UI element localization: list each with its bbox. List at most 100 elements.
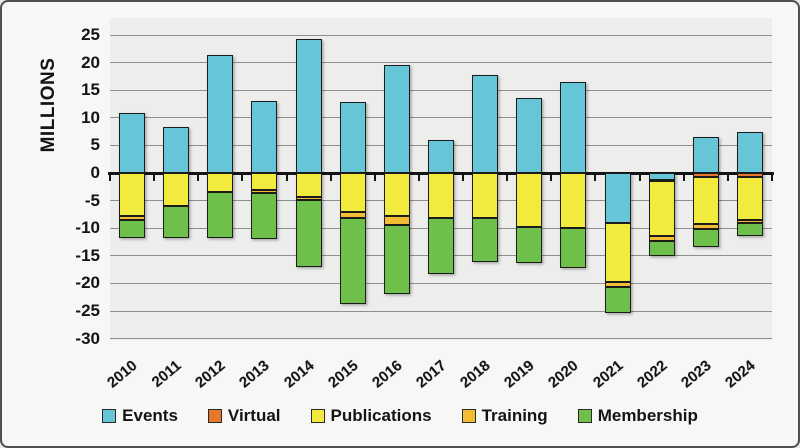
- bar-segment-publications-2019: [516, 173, 543, 228]
- bar-segment-publications-2017: [428, 173, 454, 218]
- bar-segment-membership-2022: [648, 240, 675, 257]
- legend-label-membership: Membership: [597, 406, 698, 425]
- x-tick-label-2014: 2014: [280, 356, 318, 392]
- bar-segment-training-2010: [119, 216, 146, 221]
- x-axis-tick: [329, 174, 332, 181]
- bar-segment-membership-2018: [472, 217, 499, 262]
- bar-segment-events-2012: [207, 55, 234, 173]
- x-tick-label-2018: 2018: [457, 356, 494, 392]
- y-tick-label: 20: [81, 52, 100, 72]
- x-axis-tick: [771, 174, 773, 181]
- x-tick-label-2011: 2011: [148, 356, 185, 391]
- y-tick-label: -10: [75, 218, 100, 238]
- bar-segment-events-2019: [516, 97, 543, 173]
- legend-item-membership: Membership: [577, 406, 698, 426]
- bar-segment-publications-2015: [339, 173, 366, 212]
- x-axis-tick: [682, 174, 685, 181]
- x-tick-label-2023: 2023: [677, 356, 715, 392]
- bar-segment-publications-2010: [119, 173, 146, 217]
- legend-label-publications: Publications: [330, 406, 432, 425]
- x-axis-tick: [285, 174, 288, 181]
- bar-segment-events-2021: [604, 173, 631, 223]
- bar-segment-publications-2016: [383, 173, 410, 217]
- virtual-swatch-icon: [207, 409, 222, 423]
- bar-segment-events-2011: [163, 127, 190, 173]
- x-axis-tick: [417, 174, 420, 181]
- x-axis-tick: [373, 174, 376, 181]
- bar-segment-publications-2020: [560, 173, 587, 229]
- y-tick-label: 10: [81, 107, 100, 127]
- bar-segment-events-2013: [251, 101, 278, 173]
- x-tick-label-2021: 2021: [589, 356, 626, 392]
- membership-swatch-icon: [577, 409, 592, 423]
- legend-item-virtual: Virtual: [207, 406, 281, 426]
- bar-segment-events-2018: [472, 75, 499, 173]
- bar-segment-publications-2013: [251, 173, 278, 191]
- bar-segment-membership-2021: [604, 286, 631, 314]
- bar-segment-membership-2010: [119, 220, 146, 238]
- bar-segment-publications-2014: [295, 173, 322, 197]
- bar-segment-events-2016: [383, 65, 410, 173]
- legend-item-events: Events: [102, 406, 178, 426]
- gridline-y-15: [110, 89, 772, 91]
- bar-segment-membership-2016: [383, 225, 410, 295]
- y-tick-label: 5: [90, 135, 100, 155]
- x-tick-label-2024: 2024: [721, 356, 759, 392]
- bar-segment-membership-2011: [163, 205, 190, 238]
- legend-label-virtual: Virtual: [227, 406, 281, 425]
- x-tick-label-2012: 2012: [192, 356, 229, 392]
- x-tick-label-2020: 2020: [545, 356, 582, 392]
- bar-segment-virtual-2023: [692, 173, 719, 177]
- y-tick-label: -30: [75, 328, 100, 348]
- legend-label-training: Training: [481, 406, 548, 425]
- bar-segment-publications-2018: [472, 173, 499, 218]
- bar-segment-events-2024: [736, 132, 763, 173]
- x-axis-tick: [550, 174, 553, 181]
- x-tick-label-2022: 2022: [633, 356, 671, 392]
- x-axis-tick: [197, 174, 200, 181]
- bar-segment-virtual-2024: [736, 173, 763, 177]
- y-tick-label: -15: [75, 245, 100, 265]
- bar-segment-training-2024: [736, 219, 763, 224]
- bar-segment-training-2022: [648, 236, 675, 241]
- gridline-y-25: [110, 34, 772, 36]
- bar-segment-events-2020: [560, 82, 587, 173]
- x-tick-label-2015: 2015: [324, 356, 362, 392]
- x-axis-tick: [153, 174, 156, 181]
- bar-segment-publications-2021: [604, 222, 631, 282]
- bar-segment-events-2015: [339, 101, 366, 173]
- gridline-y--30: [110, 338, 772, 340]
- legend-item-publications: Publications: [310, 406, 432, 426]
- bar-segment-events-2022: [648, 173, 675, 181]
- x-tick-label-2019: 2019: [501, 356, 538, 392]
- bar-segment-membership-2013: [251, 193, 278, 240]
- events-swatch-icon: [102, 409, 117, 423]
- bar-segment-publications-2024: [736, 176, 763, 220]
- bar-segment-membership-2012: [207, 192, 234, 238]
- bar-segment-membership-2014: [295, 200, 322, 267]
- bar-segment-training-2015: [339, 211, 366, 219]
- publications-swatch-icon: [310, 409, 325, 423]
- x-axis-tick: [638, 174, 641, 181]
- bar-segment-publications-2022: [648, 181, 675, 237]
- y-tick-label: 25: [81, 25, 100, 44]
- y-tick-label: 0: [90, 163, 100, 182]
- bar-segment-events-2010: [119, 112, 146, 173]
- y-tick-label: 15: [81, 80, 100, 100]
- x-tick-label-2016: 2016: [368, 356, 406, 392]
- bar-segment-membership-2023: [692, 228, 719, 247]
- legend: Events Virtual Publications Training Members…: [2, 399, 798, 433]
- bar-segment-membership-2015: [339, 218, 366, 305]
- gridline-y-10: [110, 117, 772, 119]
- x-axis-tick: [241, 174, 244, 181]
- y-tick-label: -5: [84, 190, 100, 210]
- x-axis-tick: [109, 174, 111, 181]
- bar-segment-membership-2024: [736, 223, 763, 237]
- gridline-y-20: [110, 62, 772, 64]
- bar-segment-events-2017: [428, 139, 454, 173]
- x-tick-label-2017: 2017: [412, 356, 450, 392]
- x-axis-tick: [594, 174, 597, 181]
- bar-segment-publications-2012: [207, 173, 234, 193]
- bar-segment-training-2021: [604, 281, 631, 287]
